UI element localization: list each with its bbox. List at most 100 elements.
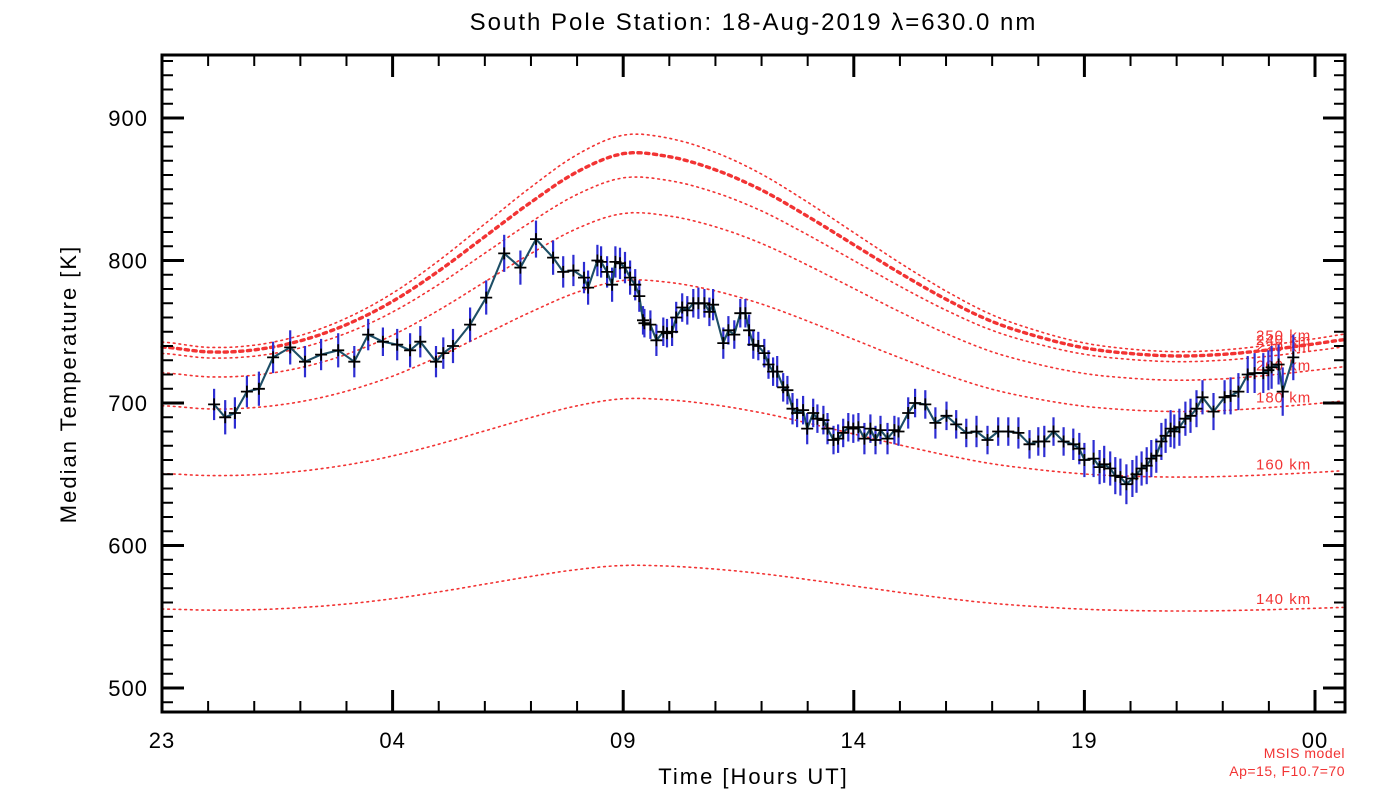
msis-curve-200km <box>161 211 1344 382</box>
data-point-marker <box>480 291 493 304</box>
data-point-marker <box>252 382 265 395</box>
data-point-marker <box>514 261 527 274</box>
data-point-marker <box>970 425 983 438</box>
data-point-marker <box>847 422 860 435</box>
data-point-marker <box>1073 442 1086 455</box>
data-point-marker <box>821 422 834 435</box>
msis-curve-220km <box>161 176 1344 363</box>
axis-text: South Pole Station: 18-Aug-2019 λ=630.0 … <box>56 9 1345 789</box>
data-point-marker <box>414 335 427 348</box>
data-point-marker <box>601 265 614 278</box>
data-point-marker <box>1232 385 1245 398</box>
data-point-marker <box>1140 459 1153 472</box>
data-point-marker <box>842 421 855 434</box>
data-point-marker <box>1002 425 1015 438</box>
temperature-line <box>213 238 1295 486</box>
data-point-marker <box>582 281 595 294</box>
y-tick-label: 800 <box>108 249 148 274</box>
data-point-marker <box>698 297 711 310</box>
data-point-marker <box>208 398 221 411</box>
x-tick-label: 04 <box>379 728 405 753</box>
data-point-marker <box>747 338 760 351</box>
data-point-marker <box>1104 462 1117 475</box>
data-point-marker <box>752 340 765 352</box>
data-point-marker <box>1265 361 1278 374</box>
data-point-marker <box>1241 368 1254 381</box>
data-point-marker <box>717 337 730 350</box>
data-point-marker <box>1114 471 1127 484</box>
data-point-marker <box>670 311 683 324</box>
data-point-marker <box>547 251 560 264</box>
data-point-marker <box>644 318 657 331</box>
data-point-marker <box>430 355 442 368</box>
data-point-marker <box>606 278 619 291</box>
x-tick-label: 09 <box>610 728 636 753</box>
data-point-marker <box>797 404 810 417</box>
data-point-marker <box>681 304 694 317</box>
data-point-marker <box>864 422 877 435</box>
data-point-marker <box>852 421 865 434</box>
data-point-marker <box>707 298 720 311</box>
data-point-marker <box>1207 405 1220 418</box>
data-point-marker <box>530 233 542 246</box>
y-tick-label: 700 <box>108 391 148 416</box>
data-point-marker <box>1023 438 1036 451</box>
data-point-marker <box>1038 435 1051 448</box>
data-point-marker <box>728 328 741 341</box>
data-point-marker <box>981 434 994 446</box>
x-tick-label: 19 <box>1071 728 1097 753</box>
data-point-marker <box>284 341 297 354</box>
y-tick-label: 900 <box>108 106 148 131</box>
data-point-marker <box>638 317 651 330</box>
data-point-marker <box>960 426 973 439</box>
data-point-marker <box>578 271 590 284</box>
data-point-marker <box>650 334 663 347</box>
data-point-marker <box>1173 421 1186 434</box>
data-series <box>208 220 1300 505</box>
data-point-marker <box>739 307 752 320</box>
data-point-marker <box>1224 389 1237 402</box>
data-point-marker <box>219 411 232 424</box>
data-point-marker <box>1159 429 1172 442</box>
data-point-marker <box>404 344 417 357</box>
data-point-marker <box>624 271 637 284</box>
data-point-marker <box>376 335 389 348</box>
data-point-marker <box>940 409 953 422</box>
plot-title: South Pole Station: 18-Aug-2019 λ=630.0 … <box>470 9 1038 36</box>
data-point-marker <box>1109 469 1122 482</box>
data-point-marker <box>595 255 608 268</box>
data-point-marker <box>892 425 905 438</box>
altitude-label-220km: 220 km <box>1256 338 1311 355</box>
data-point-marker <box>666 325 679 338</box>
data-point-marker <box>464 318 477 331</box>
msis-curve-240km <box>160 150 1345 358</box>
data-point-marker <box>348 355 361 368</box>
data-point-marker <box>391 338 404 351</box>
data-point-marker <box>929 416 942 429</box>
data-point-marker <box>629 278 642 291</box>
data-point-marker <box>447 340 459 352</box>
y-tick-label: 500 <box>108 676 148 701</box>
plot-frame <box>160 53 1347 714</box>
data-point-marker <box>811 412 824 425</box>
data-point-marker <box>362 328 375 341</box>
data-point-marker <box>1272 358 1285 371</box>
y-tick-label: 600 <box>108 534 148 559</box>
data-point-marker <box>832 432 845 445</box>
data-point-marker <box>633 290 646 303</box>
data-point-marker <box>1179 412 1192 425</box>
data-point-marker <box>781 384 794 397</box>
data-point-marker <box>801 422 814 435</box>
altitude-label-160km: 160 km <box>1256 456 1311 473</box>
data-point-marker <box>240 385 253 398</box>
axes-and-ticks: 23 04 09 14 19 00 500 600 700 800 900 <box>108 53 1347 753</box>
data-point-marker <box>817 414 830 427</box>
msis-model-curves <box>160 133 1345 612</box>
x-tick-label: 00 <box>1302 728 1328 753</box>
data-point-marker <box>437 347 450 360</box>
y-axis-title: Median Temperature [K] <box>56 245 81 523</box>
data-point-marker <box>1287 351 1300 364</box>
x-axis-title: Time [Hours UT] <box>658 764 849 789</box>
data-point-marker <box>267 351 280 364</box>
